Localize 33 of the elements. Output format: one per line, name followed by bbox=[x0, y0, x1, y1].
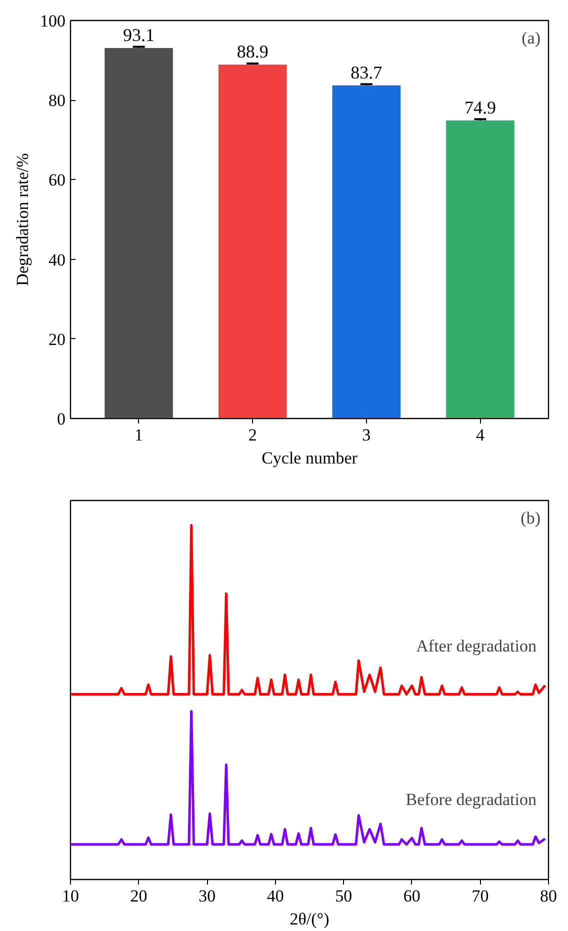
x-axis-title: Cycle number bbox=[262, 448, 358, 468]
y-tick-label: 100 bbox=[40, 12, 66, 30]
data-label: 74.9 bbox=[464, 97, 496, 118]
y-tick-label: 0 bbox=[57, 410, 66, 428]
series-label: Before degradation bbox=[406, 790, 537, 809]
bar bbox=[104, 48, 173, 418]
x-tick-label: 3 bbox=[362, 426, 371, 444]
data-label: 93.1 bbox=[123, 24, 155, 45]
y-tick-label: 20 bbox=[48, 330, 66, 349]
x-tick-label: 80 bbox=[540, 886, 557, 906]
annotation: (b) bbox=[520, 508, 541, 528]
x-tick-label: 70 bbox=[472, 886, 489, 906]
annotation: (a) bbox=[522, 28, 541, 48]
series-label: After degradation bbox=[416, 636, 537, 656]
x-tick-label: 60 bbox=[403, 886, 420, 906]
bar bbox=[218, 64, 287, 418]
data-label: 88.9 bbox=[236, 42, 268, 62]
bar bbox=[332, 85, 401, 418]
y-axis-title: Degradation rate/% bbox=[13, 153, 32, 286]
x-tick-label: 2 bbox=[248, 426, 257, 444]
y-tick-label: 40 bbox=[48, 250, 66, 270]
x-tick-label: 30 bbox=[198, 886, 216, 906]
bar bbox=[446, 120, 514, 418]
x-tick-label: 20 bbox=[130, 886, 148, 906]
x-tick-label: 1 bbox=[134, 426, 144, 444]
x-tick-label: 4 bbox=[476, 426, 485, 444]
x-tick-label: 50 bbox=[335, 886, 352, 906]
x-axis-title: 2θ/(°) bbox=[290, 910, 330, 928]
y-tick-label: 60 bbox=[48, 170, 66, 190]
y-tick-label: 80 bbox=[48, 91, 66, 110]
x-tick-label: 40 bbox=[266, 886, 284, 906]
data-label: 83.7 bbox=[350, 62, 382, 82]
x-tick-label: 10 bbox=[62, 886, 79, 906]
